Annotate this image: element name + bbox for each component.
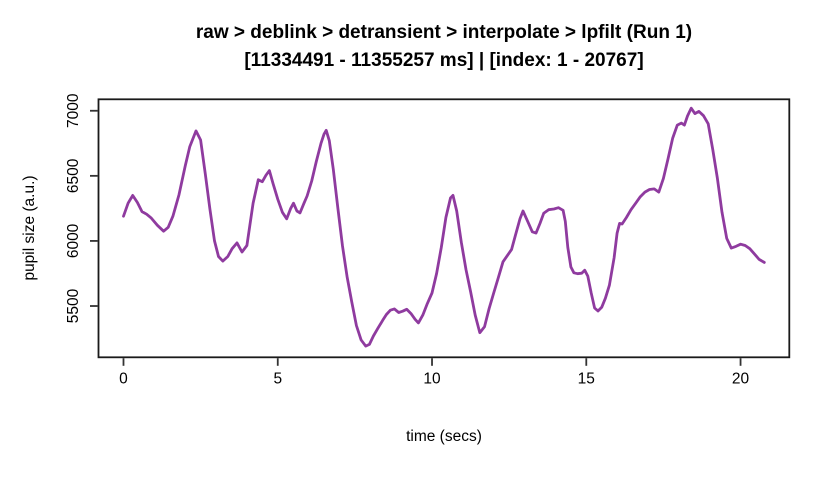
- y-tick-label: 6500: [65, 158, 82, 193]
- x-tick-label: 15: [578, 370, 595, 387]
- pupil-size-data-line: [122, 106, 766, 348]
- x-tick-label: 10: [423, 370, 441, 387]
- x-tick-label: 20: [732, 370, 750, 387]
- chart-subtitle: [11334491 - 11355257 ms] | [index: 1 - 2…: [244, 49, 644, 71]
- x-axis-label: time (secs): [406, 428, 482, 445]
- x-tick-label: 0: [119, 370, 128, 387]
- y-axis-label: pupil size (a.u.): [21, 175, 38, 281]
- y-tick-label: 7000: [65, 93, 82, 128]
- y-tick-label: 6000: [65, 223, 82, 258]
- y-tick-label: 5500: [65, 288, 82, 323]
- plot-box: [97, 98, 791, 359]
- chart-title-block: raw > deblink > detransient > interpolat…: [48, 19, 840, 74]
- x-tick-label: 5: [273, 370, 282, 387]
- chart-title: raw > deblink > detransient > interpolat…: [195, 22, 693, 43]
